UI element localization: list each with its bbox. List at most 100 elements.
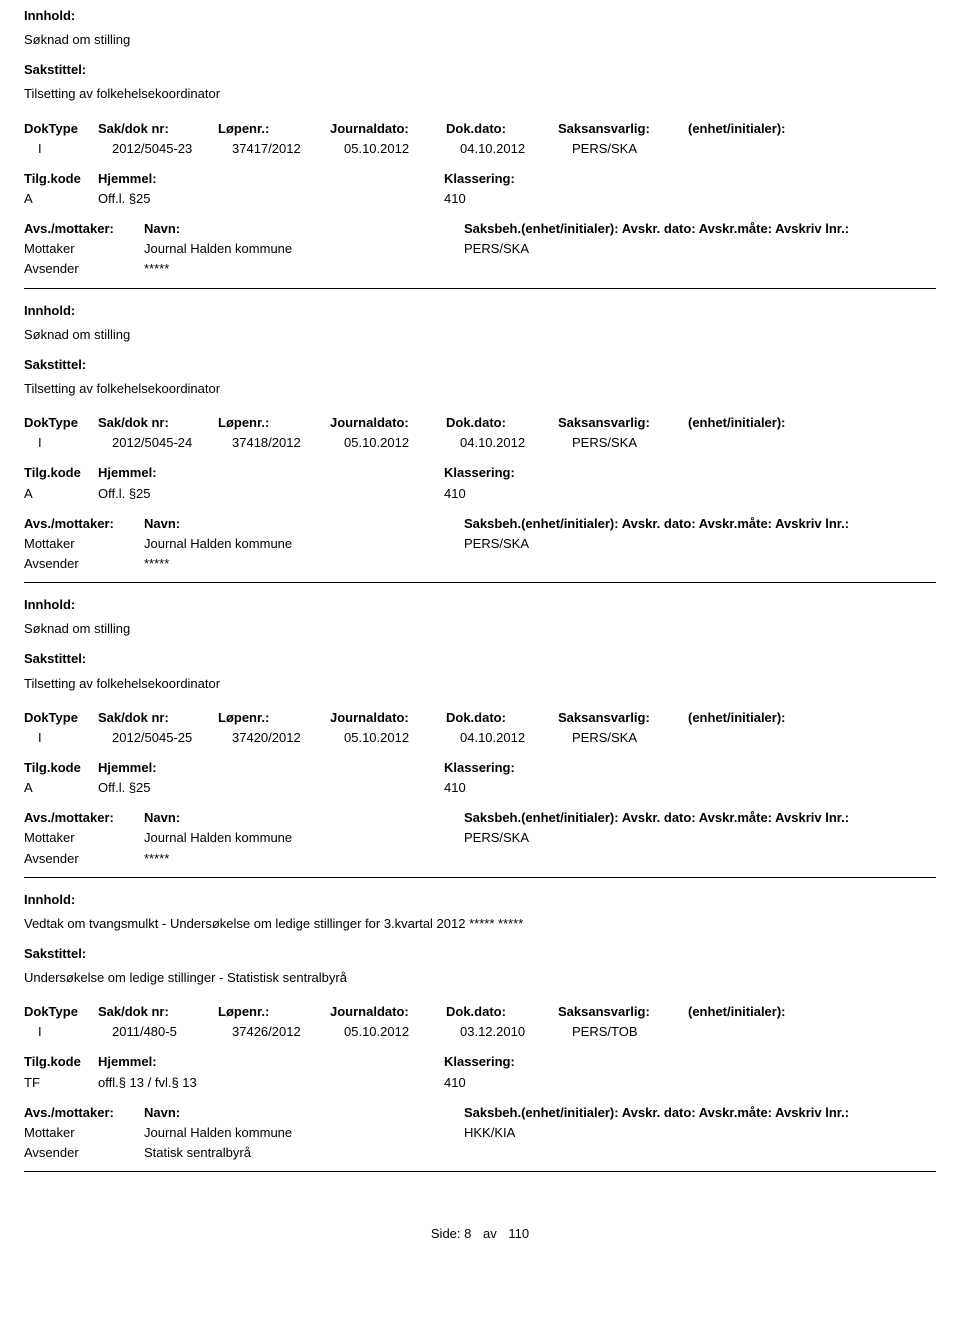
mottaker-row: Mottaker Journal Halden kommune PERS/SKA (24, 239, 936, 259)
navn-label: Navn: (124, 808, 464, 828)
mottaker-row: Mottaker Journal Halden kommune HKK/KIA (24, 1123, 936, 1143)
avsmottaker-label: Avs./mottaker: (24, 808, 124, 828)
hjemmel-value: Off.l. §25 (98, 778, 444, 798)
footer-of-label: av (475, 1226, 505, 1241)
mottaker-role: Mottaker (24, 828, 124, 848)
innhold-value: Søknad om stilling (24, 619, 936, 639)
dokdato-label: Dok.dato: (446, 413, 558, 433)
sakstittel-label: Sakstittel: (24, 60, 936, 80)
sakstittel-label: Sakstittel: (24, 649, 936, 669)
sakstittel-value: Undersøkelse om ledige stillinger - Stat… (24, 968, 936, 988)
record-divider (24, 877, 936, 878)
saksansvarlig-label: Saksansvarlig: (558, 119, 688, 139)
innhold-value: Søknad om stilling (24, 325, 936, 345)
innhold-label: Innhold: (24, 301, 936, 321)
columns-values: I 2012/5045-25 37420/2012 05.10.2012 04.… (24, 728, 936, 748)
avsender-role: Avsender (24, 849, 124, 869)
avsmottaker-header: Avs./mottaker: Navn: Saksbeh.(enhet/init… (24, 219, 936, 239)
mottaker-row: Mottaker Journal Halden kommune PERS/SKA (24, 828, 936, 848)
sakdok-label: Sak/dok nr: (98, 1002, 218, 1022)
mottaker-navn: Journal Halden kommune (124, 239, 464, 259)
tilgkode-label: Tilg.kode (24, 463, 98, 483)
hjemmel-label: Hjemmel: (98, 1052, 444, 1072)
hjemmel-value-row: A Off.l. §25 410 (24, 484, 936, 504)
hjemmel-value-row: A Off.l. §25 410 (24, 778, 936, 798)
columns-header: DokType Sak/dok nr: Løpenr.: Journaldato… (24, 413, 936, 433)
innhold-label: Innhold: (24, 6, 936, 26)
dokdato-label: Dok.dato: (446, 1002, 558, 1022)
hjemmel-header-row: Tilg.kode Hjemmel: Klassering: (24, 169, 936, 189)
journal-record: Innhold: Søknad om stilling Sakstittel: … (24, 589, 936, 884)
innhold-label: Innhold: (24, 595, 936, 615)
doktype-value: I (24, 1022, 112, 1042)
sakdok-label: Sak/dok nr: (98, 413, 218, 433)
tilgkode-value: A (24, 189, 98, 209)
sakstittel-label: Sakstittel: (24, 355, 936, 375)
columns-header: DokType Sak/dok nr: Løpenr.: Journaldato… (24, 1002, 936, 1022)
initialer-label: (enhet/initialer): (688, 708, 936, 728)
journaldato-value: 05.10.2012 (344, 433, 460, 453)
lopenr-value: 37417/2012 (232, 139, 344, 159)
saksansvarlig-value: PERS/SKA (572, 728, 702, 748)
page-footer: Side: 8 av 110 (24, 1226, 936, 1257)
columns-header: DokType Sak/dok nr: Løpenr.: Journaldato… (24, 708, 936, 728)
journal-record: Innhold: Søknad om stilling Sakstittel: … (24, 295, 936, 590)
doktype-label: DokType (24, 1002, 98, 1022)
klassering-value: 410 (444, 484, 936, 504)
mottaker-navn: Journal Halden kommune (124, 1123, 464, 1143)
navn-label: Navn: (124, 1103, 464, 1123)
doktype-value: I (24, 728, 112, 748)
hjemmel-header-row: Tilg.kode Hjemmel: Klassering: (24, 758, 936, 778)
footer-page-number: 8 (464, 1226, 471, 1241)
klassering-label: Klassering: (444, 1052, 936, 1072)
tilgkode-label: Tilg.kode (24, 1052, 98, 1072)
initialer-value (702, 139, 936, 159)
hjemmel-value-row: A Off.l. §25 410 (24, 189, 936, 209)
columns-values: I 2011/480-5 37426/2012 05.10.2012 03.12… (24, 1022, 936, 1042)
record-divider (24, 288, 936, 289)
journaldato-value: 05.10.2012 (344, 139, 460, 159)
journaldato-value: 05.10.2012 (344, 1022, 460, 1042)
dokdato-value: 03.12.2010 (460, 1022, 572, 1042)
saksbeh-header: Saksbeh.(enhet/initialer): Avskr. dato: … (464, 808, 936, 828)
dokdato-value: 04.10.2012 (460, 139, 572, 159)
journaldato-label: Journaldato: (330, 413, 446, 433)
avsender-row: Avsender ***** (24, 849, 936, 869)
initialer-label: (enhet/initialer): (688, 413, 936, 433)
saksbeh-value: PERS/SKA (464, 534, 936, 554)
columns-header: DokType Sak/dok nr: Løpenr.: Journaldato… (24, 119, 936, 139)
sakdok-value: 2012/5045-25 (112, 728, 232, 748)
mottaker-navn: Journal Halden kommune (124, 828, 464, 848)
avsender-navn: ***** (124, 554, 464, 574)
saksbeh-value: PERS/SKA (464, 239, 936, 259)
mottaker-role: Mottaker (24, 534, 124, 554)
dokdato-label: Dok.dato: (446, 708, 558, 728)
avsmottaker-header: Avs./mottaker: Navn: Saksbeh.(enhet/init… (24, 808, 936, 828)
innhold-label: Innhold: (24, 890, 936, 910)
doktype-value: I (24, 433, 112, 453)
saksansvarlig-value: PERS/SKA (572, 433, 702, 453)
sakdok-label: Sak/dok nr: (98, 119, 218, 139)
saksbeh-header: Saksbeh.(enhet/initialer): Avskr. dato: … (464, 1103, 936, 1123)
initialer-value (702, 1022, 936, 1042)
dokdato-label: Dok.dato: (446, 119, 558, 139)
lopenr-value: 37420/2012 (232, 728, 344, 748)
avsender-row: Avsender ***** (24, 554, 936, 574)
hjemmel-label: Hjemmel: (98, 758, 444, 778)
tilgkode-value: TF (24, 1073, 98, 1093)
klassering-label: Klassering: (444, 758, 936, 778)
hjemmel-value: offl.§ 13 / fvl.§ 13 (98, 1073, 444, 1093)
avsender-navn: ***** (124, 259, 464, 279)
avsender-role: Avsender (24, 1143, 124, 1163)
tilgkode-value: A (24, 484, 98, 504)
klassering-label: Klassering: (444, 463, 936, 483)
saksansvarlig-label: Saksansvarlig: (558, 708, 688, 728)
avsender-navn: ***** (124, 849, 464, 869)
innhold-value: Søknad om stilling (24, 30, 936, 50)
record-divider (24, 582, 936, 583)
saksansvarlig-label: Saksansvarlig: (558, 1002, 688, 1022)
saksbeh-value: PERS/SKA (464, 828, 936, 848)
sakstittel-value: Tilsetting av folkehelsekoordinator (24, 674, 936, 694)
journaldato-label: Journaldato: (330, 708, 446, 728)
klassering-label: Klassering: (444, 169, 936, 189)
